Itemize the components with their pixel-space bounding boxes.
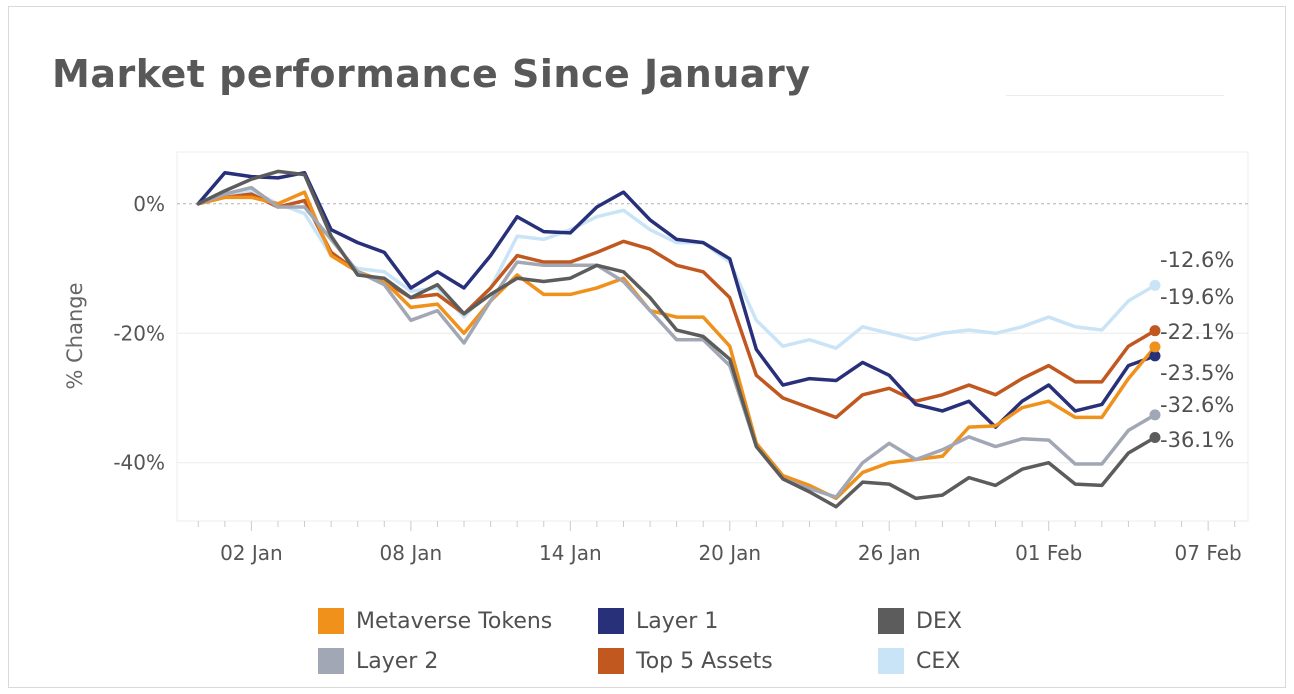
end-marker-cex (1149, 279, 1161, 291)
x-tick-label: 26 Jan (858, 541, 921, 565)
x-tick-label: 02 Jan (220, 541, 283, 565)
end-value-label: -32.6% (1160, 393, 1234, 417)
end-value-label: -12.6% (1160, 248, 1234, 272)
y-tick-label: -20% (113, 321, 165, 345)
plot-frame (176, 151, 1249, 522)
end-value-label: -19.6% (1160, 285, 1234, 309)
header-divider (1006, 95, 1224, 96)
series-line-layer-2 (196, 185, 1157, 499)
end-marker-metaverse-tokens (1149, 341, 1161, 353)
end-marker-dex (1149, 431, 1161, 443)
x-tick-label: 20 Jan (698, 541, 761, 565)
end-marker-layer-1 (1149, 350, 1161, 362)
x-tick-label: 14 Jan (539, 541, 602, 565)
series-line-top-5-assets (196, 192, 1157, 420)
y-tick-label: 0% (133, 192, 165, 216)
series-line-cex (196, 189, 1157, 350)
chart-title: Market performance Since January (52, 52, 811, 96)
x-tick-label: 07 Feb (1175, 541, 1242, 565)
end-value-label: -23.5% (1160, 361, 1234, 385)
chart-card (8, 6, 1286, 688)
series-line-dex (196, 169, 1157, 509)
series-line-layer-1 (196, 170, 1157, 429)
end-marker-layer-2 (1149, 409, 1161, 421)
end-value-label: -22.1% (1160, 320, 1234, 344)
end-marker-top-5-assets (1149, 325, 1161, 337)
x-tick-label: 08 Jan (380, 541, 443, 565)
y-axis-label: % Change (63, 282, 87, 389)
y-tick-label: -40% (113, 451, 165, 475)
end-value-label: -36.1% (1160, 428, 1234, 452)
x-tick-label: 01 Feb (1015, 541, 1082, 565)
